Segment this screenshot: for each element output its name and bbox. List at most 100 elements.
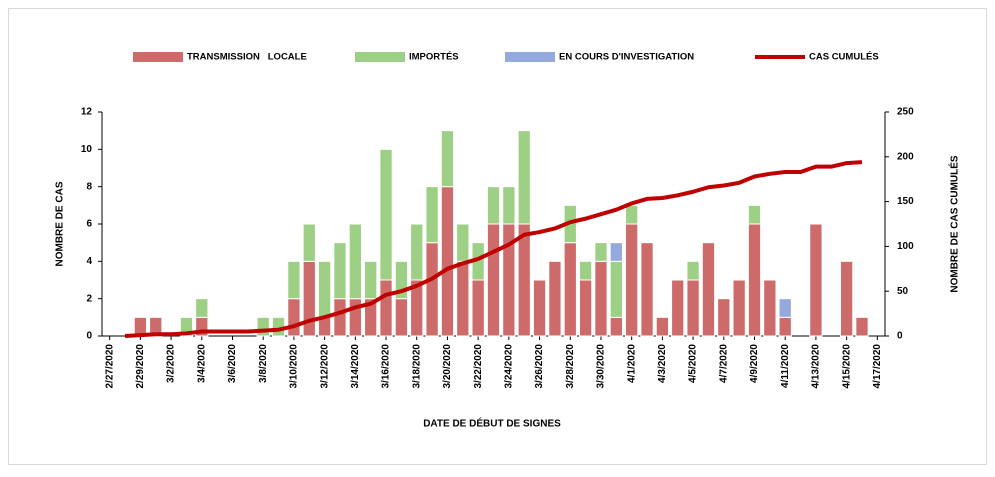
x-tick-label: 2/27/2020 (104, 344, 115, 389)
bar (717, 298, 731, 337)
bar (456, 223, 470, 262)
bar (348, 298, 362, 337)
x-tick-label: 4/15/2020 (841, 344, 852, 389)
x-tick-label: 2/29/2020 (135, 344, 146, 389)
bar (701, 242, 716, 337)
bar (609, 316, 623, 337)
bar (333, 298, 347, 337)
legend-swatch (355, 52, 405, 62)
bar (287, 298, 301, 337)
bar (502, 186, 516, 225)
y-tick-label: 10 (81, 144, 93, 155)
x-tick-label: 3/16/2020 (381, 344, 392, 389)
y2-tick-label: 100 (897, 241, 914, 252)
bar (471, 279, 485, 337)
bar (625, 204, 639, 225)
x-tick-label: 4/11/2020 (780, 344, 791, 388)
x-tick-label: 4/3/2020 (657, 344, 668, 383)
x-tick-label: 3/2/2020 (166, 344, 177, 383)
legend-swatch (505, 52, 555, 62)
bar (763, 279, 777, 337)
bar (364, 260, 378, 300)
x-tick-label: 3/4/2020 (196, 344, 207, 383)
x-tick-label: 3/26/2020 (534, 344, 545, 389)
bar (348, 223, 362, 300)
bar (256, 316, 270, 337)
x-tick-label: 3/12/2020 (319, 344, 330, 389)
bar (410, 223, 424, 281)
x-tick-label: 3/14/2020 (350, 344, 361, 389)
x-tick-label: 4/13/2020 (811, 344, 822, 389)
bar (440, 186, 455, 337)
x-tick-label: 3/24/2020 (503, 344, 514, 389)
bar (394, 298, 409, 337)
x-tick-label: 3/30/2020 (596, 344, 607, 389)
bar (578, 279, 593, 337)
bar (302, 223, 316, 262)
bar (625, 223, 639, 337)
y-tick-label: 4 (86, 256, 92, 267)
bar (594, 242, 608, 262)
bar (548, 260, 562, 337)
y2-tick-label: 150 (897, 196, 914, 207)
bar (532, 279, 547, 337)
y2-tick-label: 250 (897, 107, 914, 118)
bar (686, 279, 700, 337)
bar (317, 260, 332, 318)
bar (594, 260, 608, 337)
bar (486, 223, 501, 337)
legend-label: CAS CUMULÉS (809, 52, 879, 63)
bar (379, 279, 393, 337)
y2-axis-title: NOMBRE DE CAS CUMULÉS (948, 155, 961, 293)
bar (379, 148, 393, 281)
bar (686, 260, 700, 281)
bar (287, 260, 301, 300)
bar (271, 316, 286, 337)
legend-label: IMPORTÉS (409, 52, 459, 63)
bar (563, 242, 577, 337)
y-tick-label: 2 (86, 293, 92, 304)
legend-label: TRANSMISSION LOCALE (187, 52, 307, 63)
x-tick-label: 3/28/2020 (565, 344, 576, 389)
y-tick-label: 0 (86, 331, 92, 342)
y-axis-title: NOMBRE DE CAS (55, 181, 66, 266)
legend-label: EN COURS D'INVESTIGATION (559, 52, 694, 63)
x-tick-label: 3/10/2020 (289, 344, 300, 389)
bar (778, 316, 792, 337)
x-tick-label: 3/18/2020 (411, 344, 422, 389)
bar (517, 223, 531, 337)
y2-tick-label: 0 (897, 331, 903, 342)
bar (855, 316, 869, 337)
bar (609, 260, 623, 318)
y-tick-label: 12 (81, 107, 93, 118)
bar (578, 260, 593, 281)
y2-tick-label: 50 (897, 286, 909, 297)
x-tick-label: 4/1/2020 (626, 344, 637, 383)
bar (671, 279, 685, 337)
bar (747, 223, 762, 337)
bar (440, 130, 455, 188)
bar (302, 260, 316, 337)
bar (425, 186, 439, 244)
x-tick-label: 3/6/2020 (227, 344, 238, 383)
bar (517, 130, 531, 225)
bar (333, 242, 347, 300)
x-axis-title: DATE DE DÉBUT DE SIGNES (423, 417, 561, 430)
x-tick-label: 4/17/2020 (872, 344, 883, 389)
y2-tick-label: 200 (897, 151, 914, 162)
bar (839, 260, 854, 337)
bar (456, 260, 470, 337)
x-tick-label: 4/5/2020 (688, 344, 699, 383)
bar (747, 204, 762, 225)
bar (778, 298, 792, 318)
bar (655, 316, 670, 337)
legend-swatch (133, 52, 183, 62)
bar (640, 242, 654, 337)
y-tick-label: 6 (86, 219, 92, 230)
line (124, 160, 863, 338)
y-tick-label: 8 (86, 181, 92, 192)
bar (609, 242, 623, 262)
bar (809, 223, 823, 337)
